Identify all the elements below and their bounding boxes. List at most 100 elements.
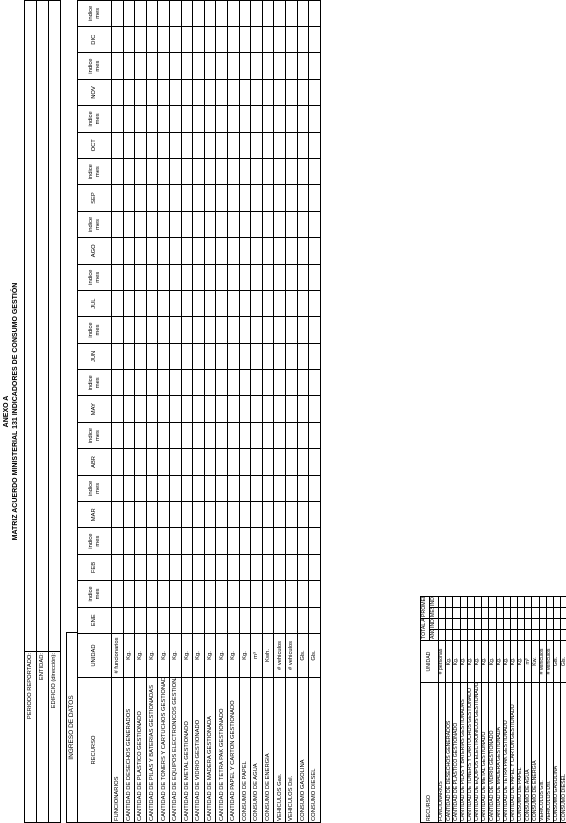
unit-cell: # funcionarios — [111, 633, 124, 678]
entry-cell — [111, 211, 124, 238]
index-header: indice mes — [77, 105, 112, 133]
summary-row: CANTIDAD DE TONERS Y CARTUCHOS GESTIONAD… — [467, 596, 475, 823]
entry-cell — [250, 554, 263, 581]
entry-cell — [510, 607, 518, 619]
entry-cell — [181, 237, 193, 265]
summary-row: FUNCIONARIOS # personas — [438, 596, 446, 823]
resource-cell: CONSUMO DE ENERGIA — [262, 677, 274, 823]
unit-cell: Kg. — [510, 640, 518, 683]
entry-cell — [273, 316, 286, 344]
entry-cell — [308, 132, 321, 159]
entry-cell — [169, 211, 182, 238]
summary-row: CANTIDAD DE PAPEL Y CARTON GESTIONADO Kg. — [510, 596, 518, 823]
data-row: CANTIDAD PAPEL Y CARTON GESTIONADO Kg. — [227, 0, 240, 823]
data-row: CONSUMO DIESEL Gls. — [308, 0, 321, 823]
sub-header: MES — [429, 607, 439, 619]
entry-cell — [157, 184, 170, 212]
entry-cell — [308, 184, 321, 212]
entry-cell — [204, 448, 216, 476]
entry-cell — [496, 618, 504, 630]
entry-cell — [285, 343, 297, 370]
entry-cell — [250, 422, 263, 449]
entry-cell — [273, 211, 286, 238]
unit-cell: Kg. — [123, 633, 135, 678]
entry-cell — [273, 554, 286, 581]
entry-cell — [215, 580, 228, 608]
sub-header: AÑO — [429, 629, 439, 641]
entry-cell — [239, 554, 251, 581]
entry-cell — [297, 422, 309, 449]
entry-cell — [134, 184, 147, 212]
entry-cell — [169, 264, 182, 291]
entry-cell — [146, 501, 158, 528]
entry-cell — [111, 79, 124, 106]
entry-cell — [297, 237, 309, 265]
entry-cell — [204, 607, 216, 634]
entry-cell — [262, 26, 274, 53]
entry-cell — [308, 211, 321, 238]
entry-cell — [146, 580, 158, 608]
month-header: SEP — [77, 184, 112, 212]
summary-row: CONSUMO DE PAPEL Kg. — [517, 596, 525, 823]
entry-cell — [204, 527, 216, 555]
entry-cell — [262, 580, 274, 608]
entry-cell — [285, 527, 297, 555]
entry-cell — [308, 501, 321, 528]
entry-cell — [250, 237, 263, 265]
entry-cell — [192, 527, 205, 555]
entry-cell — [146, 369, 158, 396]
entry-cell — [123, 607, 135, 634]
entry-cell — [285, 79, 297, 106]
entry-cell — [539, 618, 547, 630]
entry-cell — [481, 629, 489, 641]
unit-cell: # vehiculos — [273, 633, 286, 678]
entry-cell — [239, 184, 251, 212]
entry-cell — [250, 26, 263, 53]
entry-cell — [181, 79, 193, 106]
summary-row: VEHICULOS Dsl. # vehiculos — [546, 596, 554, 823]
entry-cell — [123, 527, 135, 555]
entry-cell — [285, 448, 297, 476]
entry-cell — [262, 105, 274, 133]
resource-cell: CONSUMO GASOLINA — [297, 677, 309, 823]
entry-cell — [460, 629, 468, 641]
entry-cell — [496, 629, 504, 641]
entry-cell — [204, 158, 216, 185]
entry-cell — [204, 132, 216, 159]
entry-cell — [488, 607, 496, 619]
entry-cell — [250, 211, 263, 238]
entry-cell — [262, 501, 274, 528]
data-row: CANTIDAD DE PLASTICO GESTIONADO Kg. — [134, 0, 147, 823]
entry-cell — [181, 52, 193, 80]
entry-cell — [215, 422, 228, 449]
data-table: RECURSO UNIDAD ENE indice mes FEB indice mes M… — [77, 0, 321, 823]
entry-cell — [146, 184, 158, 212]
entry-cell — [273, 580, 286, 608]
index-header: indice mes — [77, 52, 112, 80]
entry-cell — [474, 618, 482, 630]
entry-cell — [123, 395, 135, 423]
entry-cell — [531, 618, 540, 630]
entry-cell — [524, 618, 532, 630]
entry-cell — [227, 158, 240, 185]
entry-cell — [192, 26, 205, 53]
entry-cell — [181, 184, 193, 212]
index-header: indice mes — [77, 580, 112, 608]
entry-cell — [474, 629, 482, 641]
entry-cell — [262, 607, 274, 634]
entry-cell — [192, 132, 205, 159]
entry-cell — [553, 629, 561, 641]
data-row: CANTIDAD DE METAL GESTIONADO Kg. — [181, 0, 193, 823]
entry-cell — [285, 501, 297, 528]
entry-cell — [146, 607, 158, 634]
entry-cell — [192, 475, 205, 502]
entry-cell — [123, 26, 135, 53]
entry-cell — [517, 629, 525, 641]
entry-cell — [308, 422, 321, 449]
entry-cell — [297, 395, 309, 423]
entry-cell — [157, 422, 170, 449]
entry-cell — [157, 264, 170, 291]
entry-cell — [445, 607, 453, 619]
entry-cell — [181, 264, 193, 291]
document-title: MATRIZ ACUERDO MINISTERIAL 131 INDICADOR… — [12, 282, 19, 541]
